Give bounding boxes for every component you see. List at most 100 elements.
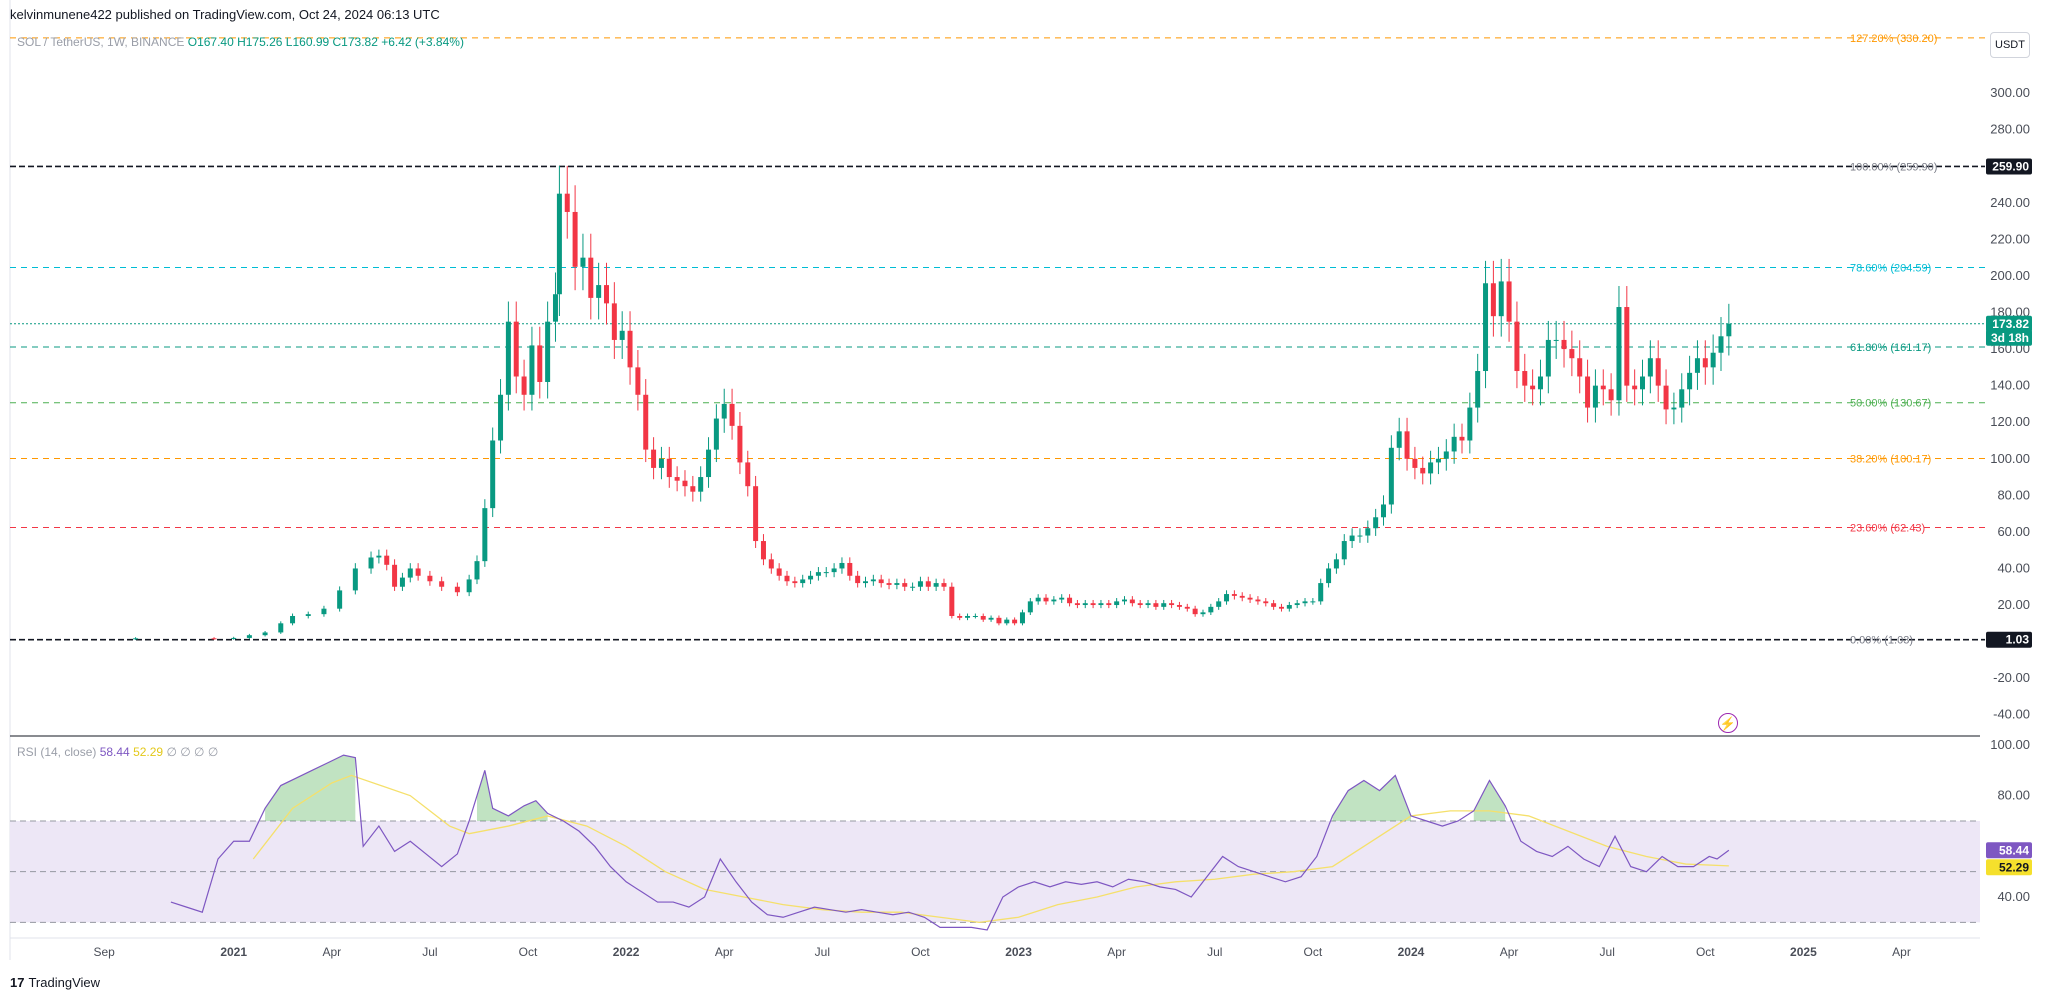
candle-body [1027,601,1033,613]
candle-body [894,583,900,585]
rsi-value-label-bg [1986,842,2032,859]
time-axis-label: Apr [1892,945,1911,959]
candle-body [682,480,688,487]
candle-body [454,586,460,593]
fib-level-label: 23.60% (62.43) [1850,522,1925,534]
candle-body [1435,458,1441,463]
candle-body [957,615,963,618]
symbol-name[interactable]: SOL / TetherUS, 1W, BINANCE [17,35,185,49]
time-axis-label: Jul [1600,945,1615,959]
y-axis-tick-label: 60.00 [1997,524,2030,539]
price-label: 3d 18h [1991,331,2029,345]
rsi-line [170,754,1730,931]
time-axis-label: Oct [911,945,930,959]
candle-body [337,590,343,609]
candle-body [1600,385,1606,390]
rsi-axis-tick-label: 100.00 [1990,737,2030,752]
candle-body [262,632,268,636]
candle-body [482,508,488,562]
y-axis-tick-label: -20.00 [1993,670,2030,685]
candle-body [1326,568,1332,584]
rsi-value-label: 52.29 [1999,860,2029,874]
time-axis-label: 2024 [1398,945,1425,959]
y-axis-tick-label: 180.00 [1990,305,2030,320]
candle-body [1012,619,1018,624]
candle-body [1059,597,1065,600]
price-label-bg [1986,631,2032,648]
time-axis-label: Oct [1304,945,1323,959]
candle-body [1106,603,1112,606]
candle-body [1381,504,1387,518]
candle-body [933,583,939,587]
candle-body [368,557,374,569]
candle-body [745,462,751,487]
candle-body [399,577,405,587]
candle-body [1404,431,1410,459]
candle-body [427,575,433,582]
time-axis-label: Apr [715,945,734,959]
rsi-overbought-fill [265,755,356,821]
candle-body [1098,603,1104,606]
time-axis-label: Sep [94,945,116,959]
candle-body [737,425,743,463]
currency-button[interactable]: USDT [1990,32,2030,58]
candle-body [1341,541,1347,560]
candle-body [1443,451,1449,459]
candle-body [760,541,766,560]
candle-body [1640,376,1646,390]
price-label: 1.03 [2006,633,2030,647]
candle-body [1263,601,1269,604]
fib-level-label: 38.20% (100.17) [1850,453,1931,465]
y-axis-tick-label: 240.00 [1990,195,2030,210]
candle-body [941,583,947,587]
candle-body [1310,601,1316,603]
rsi-legend-extras: ∅ ∅ ∅ ∅ [166,745,219,759]
candle-body [1231,594,1237,596]
candle-body [1687,372,1693,390]
candle-body [490,440,496,509]
ohlc-values: O167.40 H175.26 L160.99 C173.82 +6.42 (+… [187,35,464,49]
candle-body [1082,603,1088,606]
time-axis-label: 2021 [220,945,247,959]
candle-body [384,555,390,565]
candle-body [925,581,931,587]
tradingview-brand[interactable]: 17 TradingView [10,975,100,990]
price-label: 173.82 [1992,317,2029,331]
rsi-ma-legend-value: 52.29 [133,745,164,759]
candle-body [1679,389,1685,408]
y-axis-tick-label: -40.00 [1993,707,2030,722]
candle-body [1090,603,1096,606]
candle-body [823,572,829,574]
candle-body [965,615,971,618]
candle-body [1286,605,1292,609]
y-axis-tick-label: 40.00 [1997,560,2030,575]
candle-body [972,615,978,617]
candle-body [1388,447,1394,505]
candle-body [1702,358,1708,368]
candle-body [321,608,327,615]
candle-body [596,285,602,298]
rsi-legend-label[interactable]: RSI (14, close) [17,745,97,759]
time-axis-label: Oct [1696,945,1715,959]
lightning-icon[interactable]: ⚡ [1718,713,1738,733]
candle-body [1239,595,1245,598]
candle-body [1561,339,1567,350]
candle-body [1294,603,1300,606]
candle-body [839,562,845,569]
candle-body [1137,603,1143,606]
candle-body [1569,349,1575,359]
candle-body [392,564,398,587]
brand-name: TradingView [28,975,101,990]
rsi-axis-tick-label: 80.00 [1997,788,2030,803]
candle-body [1145,603,1151,606]
candle-body [784,575,790,582]
fib-level-label: 61.80% (161.17) [1850,342,1931,354]
candle-body [1200,612,1206,615]
publish-header: kelvinmunene422 published on TradingView… [10,7,440,22]
candle-body [643,394,649,450]
candle-body [627,330,633,368]
candle-body [1035,597,1041,602]
candle-body [415,568,421,576]
price-label-bg [1986,158,2032,175]
